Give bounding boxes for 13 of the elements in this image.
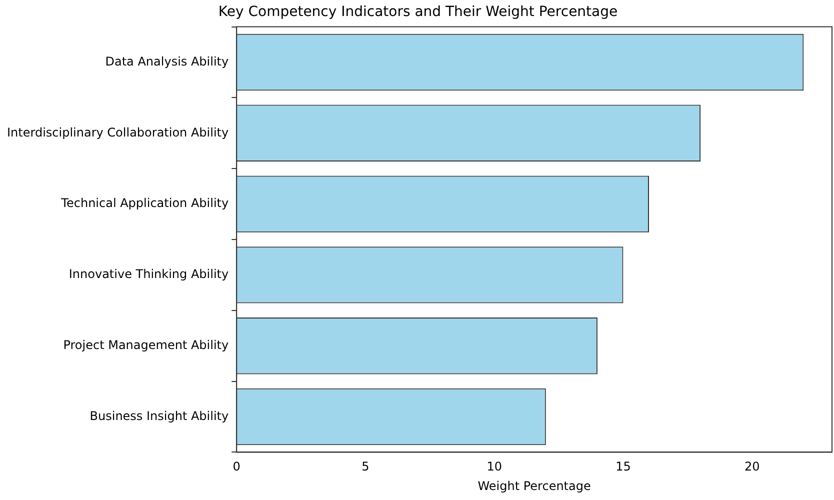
y-tick-label: Technical Application Ability bbox=[60, 196, 229, 210]
y-tick-label: Data Analysis Ability bbox=[105, 54, 229, 68]
y-tick-label: Interdisciplinary Collaboration Ability bbox=[7, 125, 229, 140]
chart-title: Key Competency Indicators and Their Weight Percentage bbox=[218, 4, 618, 20]
x-tick-label: 0 bbox=[232, 460, 240, 474]
x-axis-title: Weight Percentage bbox=[478, 478, 591, 493]
x-tick-label: 20 bbox=[744, 460, 760, 474]
x-tick-label: 15 bbox=[616, 460, 631, 474]
y-tick-label: Project Management Ability bbox=[63, 338, 229, 352]
y-tick-label: Business Insight Ability bbox=[90, 408, 229, 423]
x-tick-label: 10 bbox=[486, 460, 502, 474]
x-tick-label: 5 bbox=[362, 460, 370, 474]
y-tick-label: Innovative Thinking Ability bbox=[68, 267, 229, 282]
